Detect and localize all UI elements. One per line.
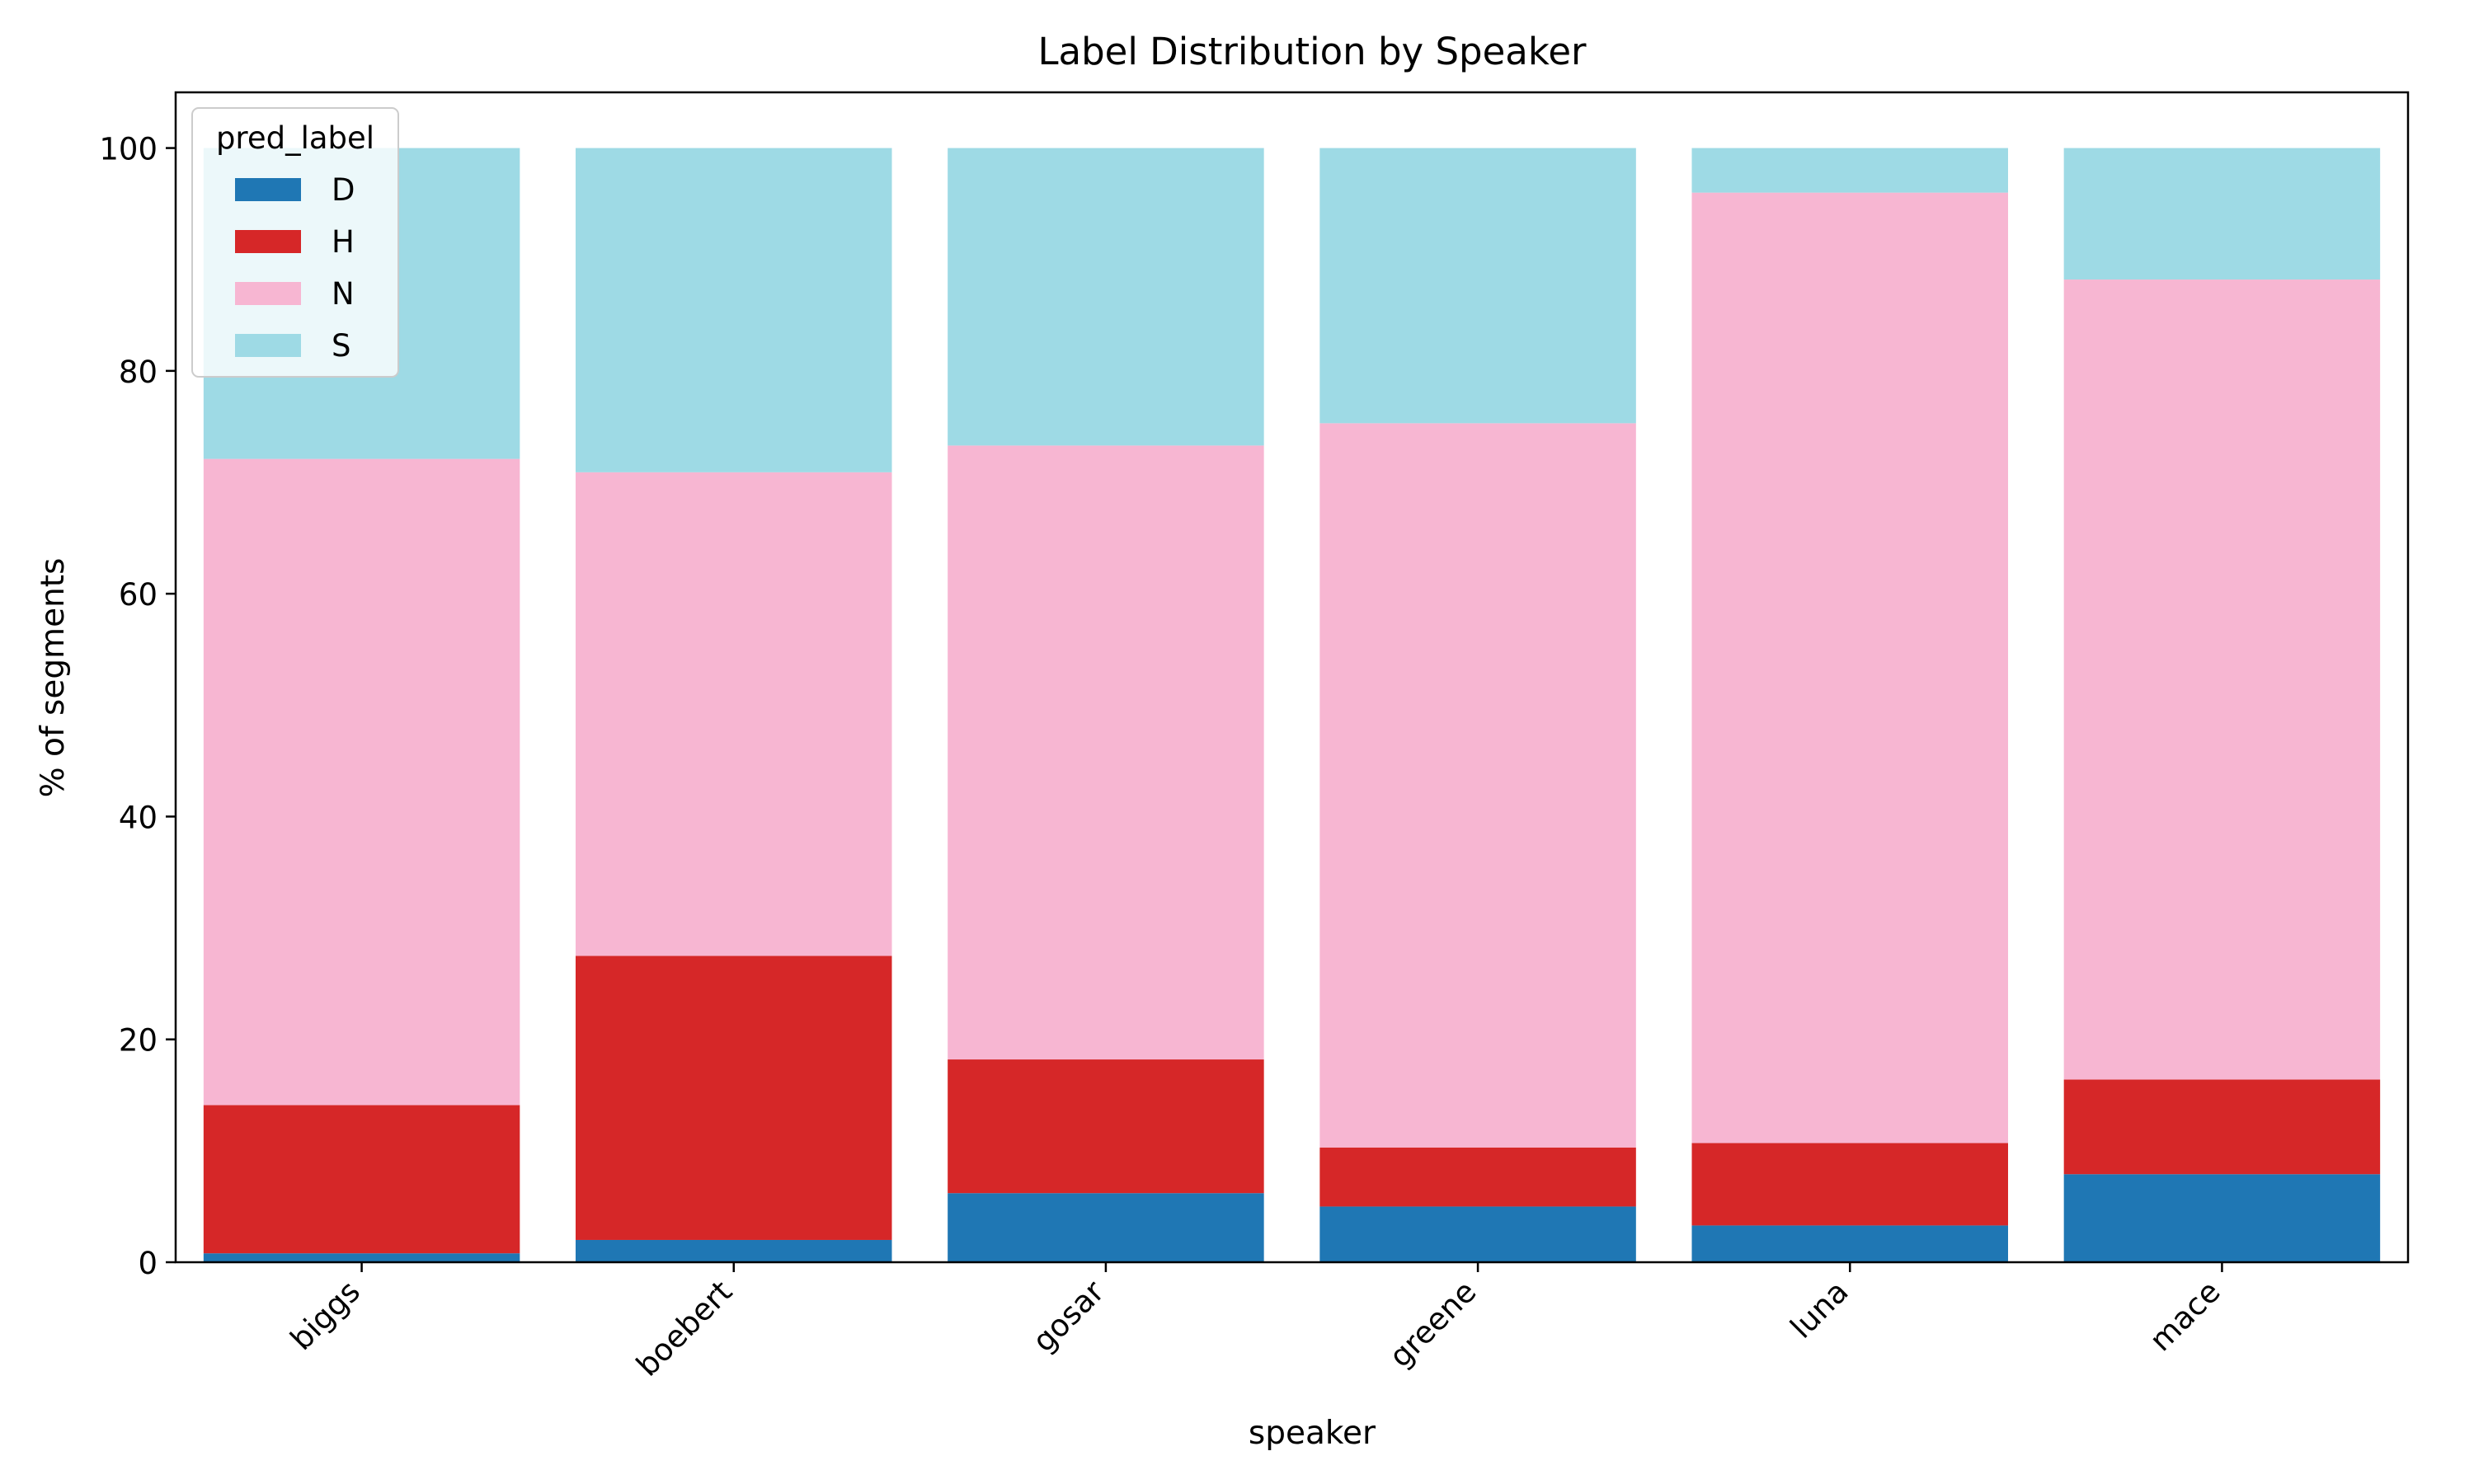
bar-gosar-S (948, 148, 1264, 446)
y-tick-label: 60 (119, 577, 158, 613)
legend-label-N: N (332, 276, 355, 312)
bar-mace-S (2063, 148, 2381, 280)
bar-mace-H (2063, 1079, 2381, 1175)
bar-gosar-D (948, 1193, 1264, 1262)
bar-boebert-N (576, 472, 892, 956)
bar-luna-N (1691, 192, 2008, 1144)
y-tick-label: 0 (138, 1246, 158, 1281)
bar-luna-S (1691, 148, 2008, 193)
bar-boebert-H (576, 956, 892, 1240)
bar-greene-S (1319, 148, 1636, 424)
bar-luna-D (1691, 1225, 2008, 1262)
bar-greene-N (1319, 423, 1636, 1148)
legend-label-S: S (332, 328, 351, 364)
y-tick-label: 40 (119, 800, 158, 835)
y-tick-label: 80 (119, 355, 158, 390)
bar-luna-H (1691, 1143, 2008, 1226)
legend-label-H: H (332, 224, 355, 260)
legend-label-D: D (332, 172, 355, 208)
legend-swatch-D (235, 178, 301, 201)
plot-frame (174, 91, 2410, 1264)
bar-mace-N (2063, 279, 2381, 1080)
bar-greene-H (1319, 1147, 1636, 1207)
bar-greene-D (1319, 1206, 1636, 1262)
bar-gosar-H (948, 1059, 1264, 1194)
y-tick-label: 20 (119, 1023, 158, 1059)
bars-layer (203, 148, 2381, 1262)
bar-boebert-S (576, 148, 892, 472)
x-axis-label: speaker (1249, 1415, 1376, 1452)
bar-biggs-H (203, 1105, 520, 1254)
y-axis-label: % of segments (35, 558, 72, 798)
legend-swatch-N (235, 282, 301, 305)
bar-boebert-D (576, 1239, 892, 1262)
bar-biggs-D (203, 1253, 520, 1262)
bar-mace-D (2063, 1174, 2381, 1262)
bar-biggs-N (203, 458, 520, 1106)
y-axis: 0 20 40 60 80 100 (99, 132, 176, 1281)
legend-swatch-S (235, 334, 301, 357)
legend-swatch-H (235, 230, 301, 253)
bar-gosar-N (948, 445, 1264, 1060)
y-tick-label: 100 (99, 132, 158, 167)
chart-title: Label Distribution by Speaker (1037, 30, 1587, 73)
legend-title: pred_label (216, 120, 374, 156)
